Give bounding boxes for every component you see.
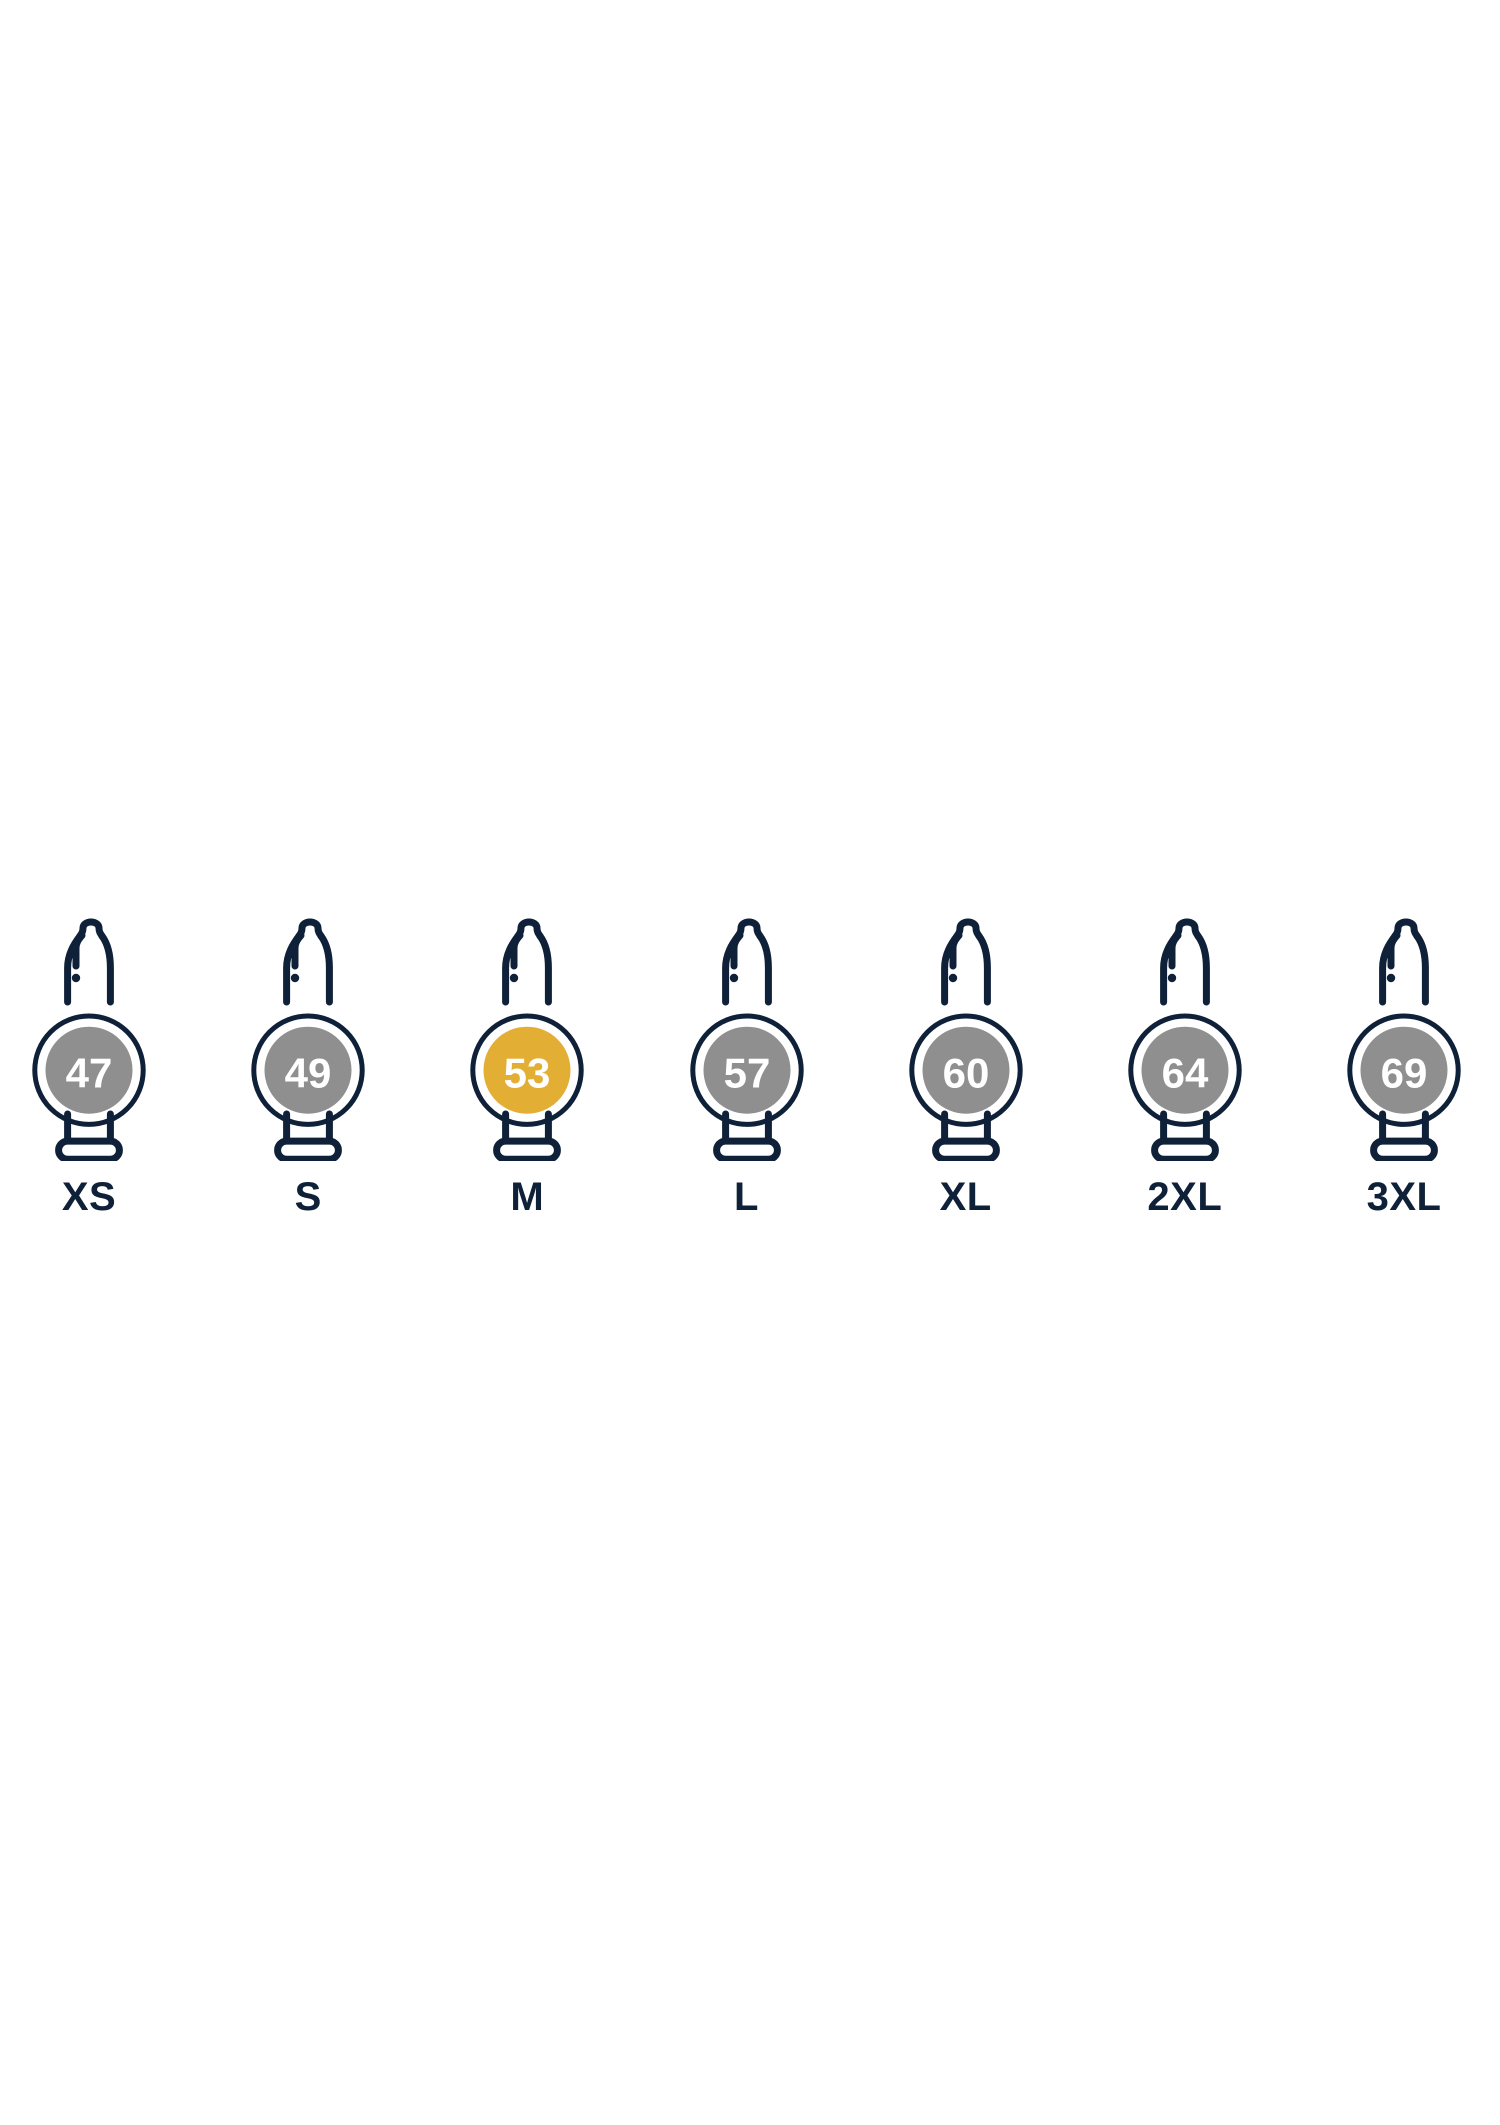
svg-text:49: 49 — [285, 1050, 332, 1097]
svg-text:47: 47 — [66, 1050, 113, 1097]
svg-text:69: 69 — [1381, 1050, 1428, 1097]
svg-text:57: 57 — [723, 1050, 770, 1097]
svg-text:53: 53 — [504, 1050, 551, 1097]
svg-text:64: 64 — [1161, 1050, 1208, 1097]
svg-text:60: 60 — [942, 1050, 989, 1097]
